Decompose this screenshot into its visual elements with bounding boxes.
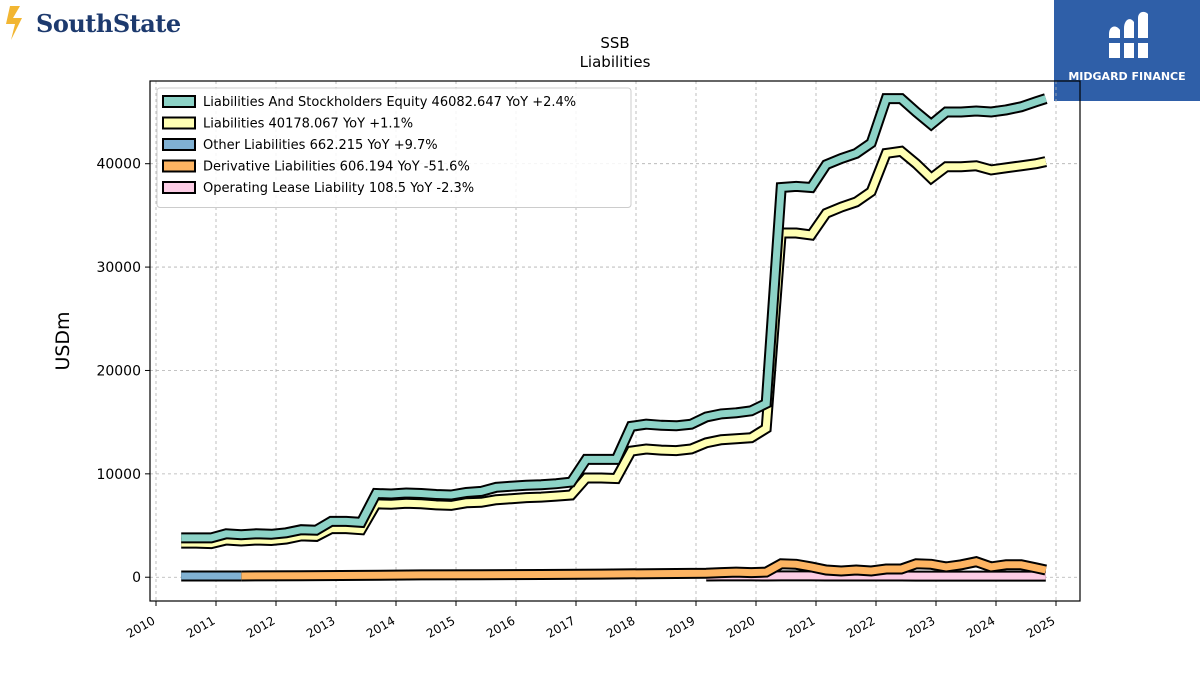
legend: Liabilities And Stockholders Equity 4608… xyxy=(156,87,632,208)
series-line xyxy=(181,95,1047,542)
midgard-finance-badge: MIDGARD FINANCE xyxy=(1054,0,1200,101)
legend-box xyxy=(156,87,632,208)
x-tick-label: 2025 xyxy=(1024,613,1057,640)
southstate-brand: SouthState xyxy=(4,4,181,42)
series-derivative-liabilities xyxy=(241,556,1047,582)
midgard-finance-name: MIDGARD FINANCE xyxy=(1068,70,1186,83)
series-line xyxy=(241,558,1047,580)
legend-swatch xyxy=(162,95,196,108)
chart-subtitle: Liabilities xyxy=(580,53,651,71)
plot-frame xyxy=(149,80,1081,602)
series-layer xyxy=(181,93,1048,582)
legend-entry: Other Liabilities 662.215 YoY +9.7% xyxy=(203,138,438,153)
legend-swatch xyxy=(162,138,196,151)
x-tick-label: 2015 xyxy=(424,613,457,640)
x-tick-label: 2012 xyxy=(244,613,277,640)
series-liabilities xyxy=(181,145,1047,550)
x-tick-label: 2020 xyxy=(724,613,757,640)
y-tick-label: 40000 xyxy=(96,157,141,173)
x-axis: 2010 2011 2012 2013 2014 2015 2016 2017 2018 2019… xyxy=(124,601,1058,641)
y-axis-label: USDm xyxy=(52,311,74,370)
x-tick-label: 2014 xyxy=(364,613,397,640)
x-tick-label: 2019 xyxy=(664,613,697,640)
x-tick-label: 2016 xyxy=(484,613,517,640)
y-tick-label: 10000 xyxy=(96,467,141,483)
x-tick-label: 2011 xyxy=(184,613,217,640)
series-line xyxy=(181,147,1047,548)
southstate-logo-icon xyxy=(6,6,22,40)
x-tick-label: 2022 xyxy=(844,613,877,640)
y-axis: 0 10000 20000 30000 40000 xyxy=(96,157,150,586)
legend-swatch xyxy=(162,181,196,194)
x-tick-label: 2024 xyxy=(964,613,997,640)
chart-title: SSB xyxy=(600,34,629,52)
x-tick-label: 2021 xyxy=(784,613,817,640)
legend-entry: Derivative Liabilities 606.194 YoY -51.6… xyxy=(203,160,470,175)
legend-entry: Operating Lease Liability 108.5 YoY -2.3… xyxy=(203,181,474,196)
legend-entry: Liabilities 40178.067 YoY +1.1% xyxy=(203,117,413,132)
y-tick-label: 0 xyxy=(132,570,141,586)
southstate-name: SouthState xyxy=(36,8,181,38)
y-tick-label: 30000 xyxy=(96,260,141,276)
x-tick-label: 2013 xyxy=(304,613,337,640)
legend-swatch xyxy=(162,159,196,173)
x-tick-label: 2023 xyxy=(904,613,937,640)
y-tick-label: 20000 xyxy=(96,363,141,379)
series-outline xyxy=(181,145,1047,550)
x-tick-label: 2018 xyxy=(604,613,637,640)
x-tick-label: 2017 xyxy=(544,613,577,640)
legend-entry: Liabilities And Stockholders Equity 4608… xyxy=(203,95,576,110)
series-liabilities-and-stockholders-equity xyxy=(181,93,1048,544)
midgard-logo-icon xyxy=(1106,11,1152,58)
legend-swatch xyxy=(162,116,196,130)
x-tick-label: 2010 xyxy=(124,613,157,640)
